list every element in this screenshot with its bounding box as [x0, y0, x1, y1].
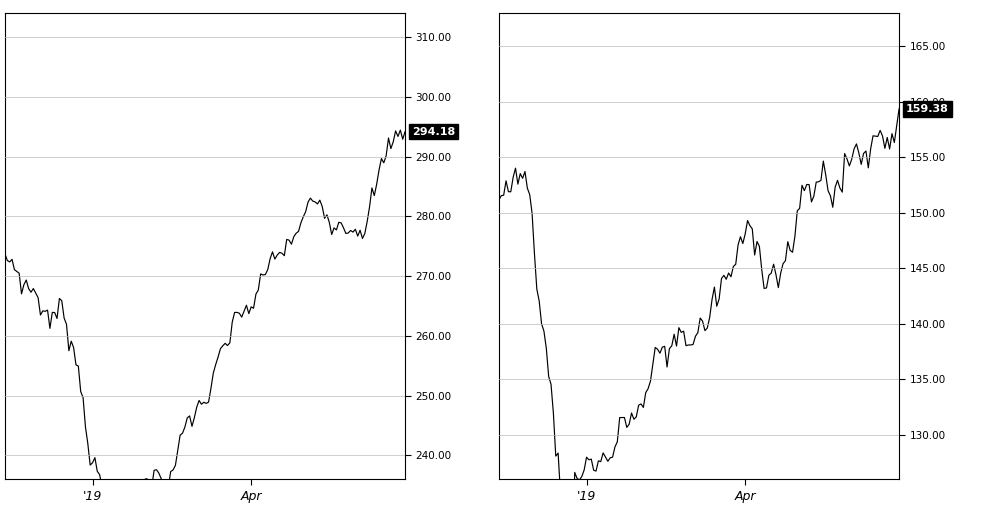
Text: 294.18: 294.18: [412, 127, 455, 137]
Text: 159.38: 159.38: [906, 104, 948, 114]
